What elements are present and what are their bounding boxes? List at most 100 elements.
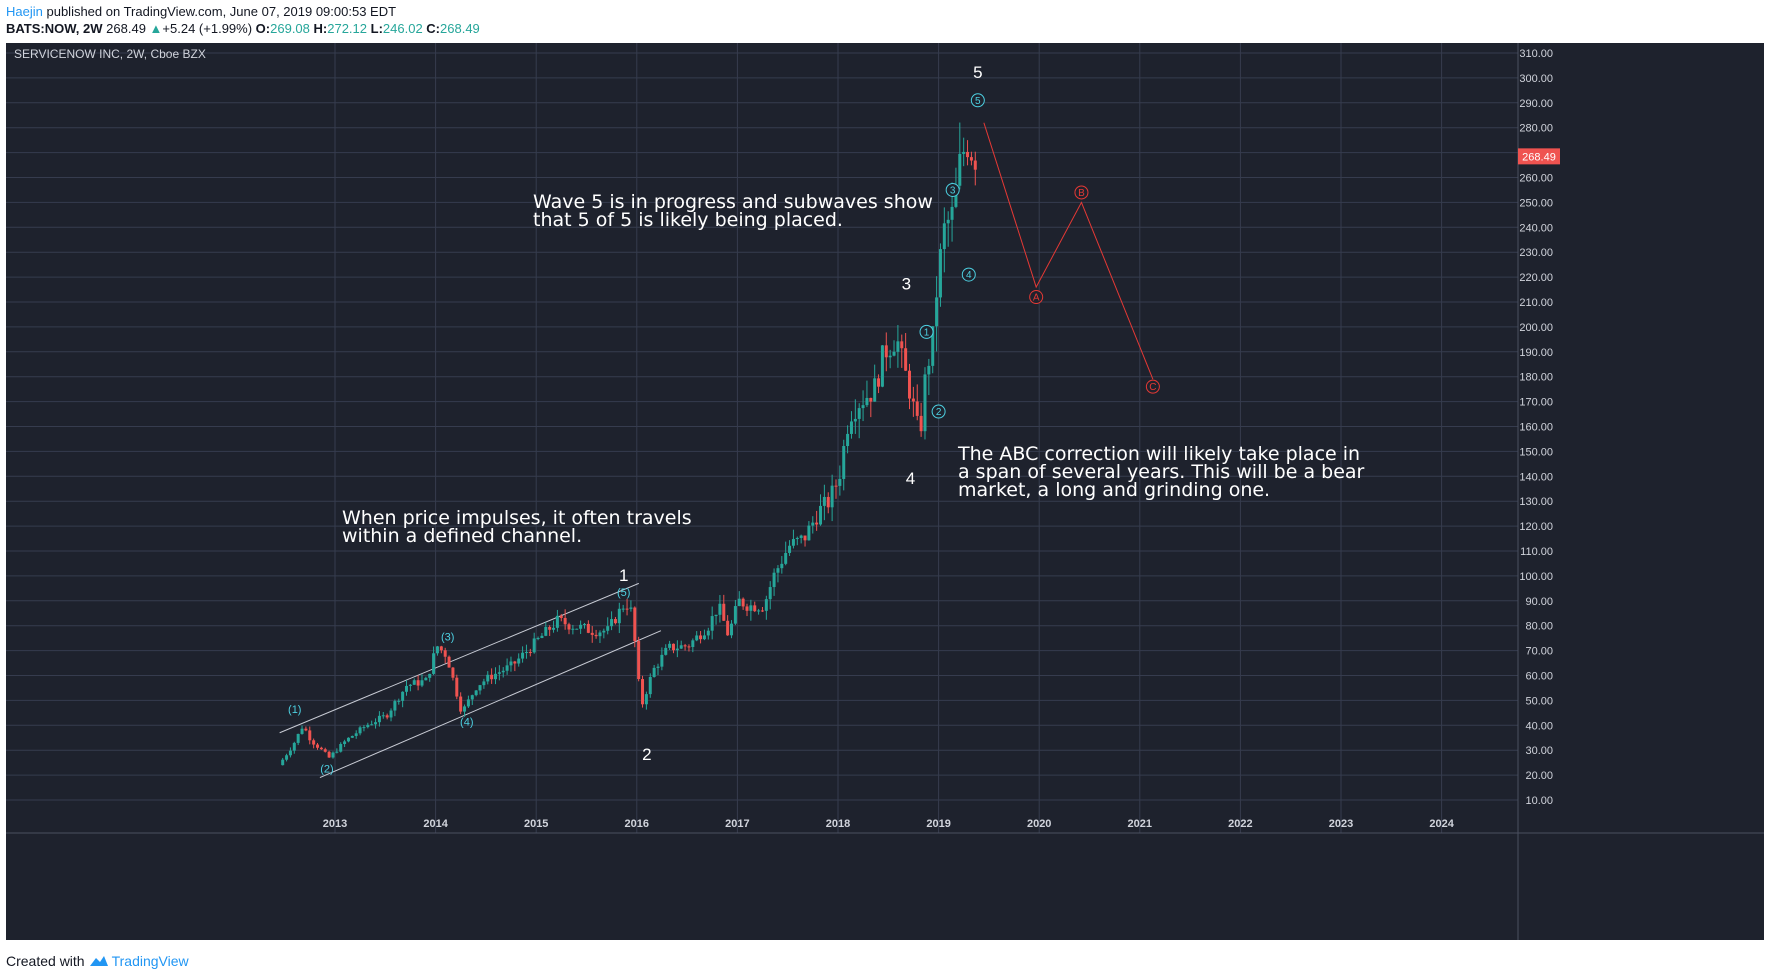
low-label: L: bbox=[370, 21, 383, 36]
candle-body bbox=[517, 658, 521, 664]
candle-body bbox=[552, 627, 556, 630]
channel-note: When price impulses, it often travels wi… bbox=[342, 507, 698, 547]
candle-body bbox=[807, 525, 811, 541]
candle-body bbox=[795, 537, 799, 540]
candle-body bbox=[389, 710, 393, 718]
candle-body bbox=[671, 643, 675, 651]
chart-panel[interactable]: SERVICENOW INC, 2W, Cboe BZX 10.00 20.00 3… bbox=[6, 43, 1764, 940]
candle-body bbox=[966, 151, 970, 158]
candle-body bbox=[873, 378, 877, 402]
tradingview-link[interactable]: TradingView bbox=[89, 951, 189, 971]
candle-body bbox=[466, 699, 470, 707]
candle-body bbox=[439, 646, 443, 651]
candle-body bbox=[474, 690, 478, 696]
candle-body bbox=[784, 552, 788, 564]
candle-body bbox=[683, 645, 687, 647]
last-price: 268.49 bbox=[106, 21, 146, 36]
candle-body bbox=[397, 700, 401, 702]
candle-body bbox=[405, 685, 409, 692]
candle-body bbox=[582, 623, 586, 625]
candle-body bbox=[702, 635, 706, 640]
tradingview-brand: TradingView bbox=[111, 953, 189, 969]
candle-body bbox=[811, 522, 815, 526]
candle-body bbox=[896, 341, 900, 352]
price-channel bbox=[279, 582, 662, 779]
wave5-note: Wave 5 is in progress and subwaves show … bbox=[533, 191, 939, 231]
candle-body bbox=[304, 728, 308, 731]
circle-wave-5: 5 bbox=[970, 93, 985, 108]
candle-body bbox=[753, 605, 757, 612]
x-tick-label: 2017 bbox=[725, 818, 749, 830]
candle-body bbox=[343, 741, 347, 745]
candle-body bbox=[791, 539, 795, 546]
candle-body bbox=[393, 701, 397, 711]
candle-body bbox=[501, 670, 505, 673]
symbol-label: BATS:NOW, 2W bbox=[6, 21, 103, 36]
y-tick-label: 300.00 bbox=[1519, 73, 1553, 85]
candle-body bbox=[536, 637, 540, 639]
wave-circle-text: 2 bbox=[936, 407, 942, 418]
candle-body bbox=[513, 661, 517, 664]
candle-body bbox=[687, 646, 691, 648]
candle-body bbox=[443, 650, 447, 657]
y-tick-label: 210.00 bbox=[1519, 297, 1553, 309]
major-wave-5: 5 bbox=[973, 63, 982, 82]
candle-body bbox=[834, 485, 838, 487]
x-tick-label: 2021 bbox=[1128, 818, 1152, 830]
candle-body bbox=[780, 563, 784, 569]
candle-body bbox=[435, 646, 439, 654]
candle-body bbox=[799, 535, 803, 538]
candle-body bbox=[381, 715, 385, 717]
price-axis[interactable]: 10.00 20.00 30.00 40.00 50.00 60.00 70.00 80.00… bbox=[1519, 48, 1553, 807]
candle-body bbox=[374, 722, 378, 725]
candle-body bbox=[846, 433, 850, 447]
candle-body bbox=[385, 715, 389, 718]
candle-body bbox=[726, 620, 730, 636]
candle-body bbox=[822, 496, 826, 506]
y-tick-label: 20.00 bbox=[1525, 770, 1553, 782]
candle-body bbox=[757, 610, 761, 612]
candle-body bbox=[803, 535, 807, 541]
ohlc-header: BATS:NOW, 2W 268.49 ▲+5.24 (+1.99%) O:26… bbox=[6, 20, 480, 38]
candle-body bbox=[923, 374, 927, 432]
candle-body bbox=[718, 603, 722, 615]
candle-body bbox=[745, 606, 749, 611]
candles bbox=[281, 122, 977, 766]
candle-body bbox=[617, 608, 621, 624]
candle-body bbox=[884, 345, 888, 358]
wave-circle bbox=[931, 404, 946, 419]
candle-body bbox=[869, 397, 873, 402]
y-tick-label: 110.00 bbox=[1520, 546, 1553, 558]
candle-body bbox=[675, 648, 679, 651]
candle-body bbox=[451, 667, 455, 678]
candle-body bbox=[788, 545, 792, 553]
candle-body bbox=[567, 624, 571, 630]
candle-body bbox=[737, 598, 741, 607]
candle-body bbox=[660, 654, 664, 667]
wave5-note-line1: Wave 5 is in progress and subwaves show bbox=[533, 191, 933, 213]
candle-body bbox=[463, 706, 467, 712]
candle-body bbox=[656, 666, 660, 668]
change-arrow-icon: ▲ bbox=[149, 21, 163, 36]
candle-body bbox=[664, 647, 668, 655]
candle-body bbox=[652, 667, 656, 678]
time-axis[interactable]: 2013 2014 2015 2016 2017 2018 2019 2020 2021 2022… bbox=[323, 818, 1455, 830]
high-label: H: bbox=[313, 21, 328, 36]
candle-body bbox=[830, 485, 834, 508]
candle-body bbox=[768, 587, 772, 600]
candle-body bbox=[826, 496, 830, 508]
candle-body bbox=[733, 606, 737, 624]
candle-body bbox=[346, 737, 350, 742]
candle-body bbox=[497, 672, 501, 674]
candle-body bbox=[447, 656, 451, 668]
candle-body bbox=[741, 598, 745, 607]
candle-body bbox=[327, 751, 331, 758]
author-link[interactable]: Haejin bbox=[6, 4, 43, 19]
price-chart[interactable]: SERVICENOW INC, 2W, Cboe BZX 10.00 20.00 3… bbox=[6, 43, 1764, 940]
candle-body bbox=[900, 341, 904, 349]
candle-body bbox=[416, 680, 420, 686]
candle-body bbox=[706, 630, 710, 636]
candle-body bbox=[370, 724, 374, 726]
candle-body bbox=[563, 617, 567, 625]
candle-body bbox=[544, 626, 548, 636]
